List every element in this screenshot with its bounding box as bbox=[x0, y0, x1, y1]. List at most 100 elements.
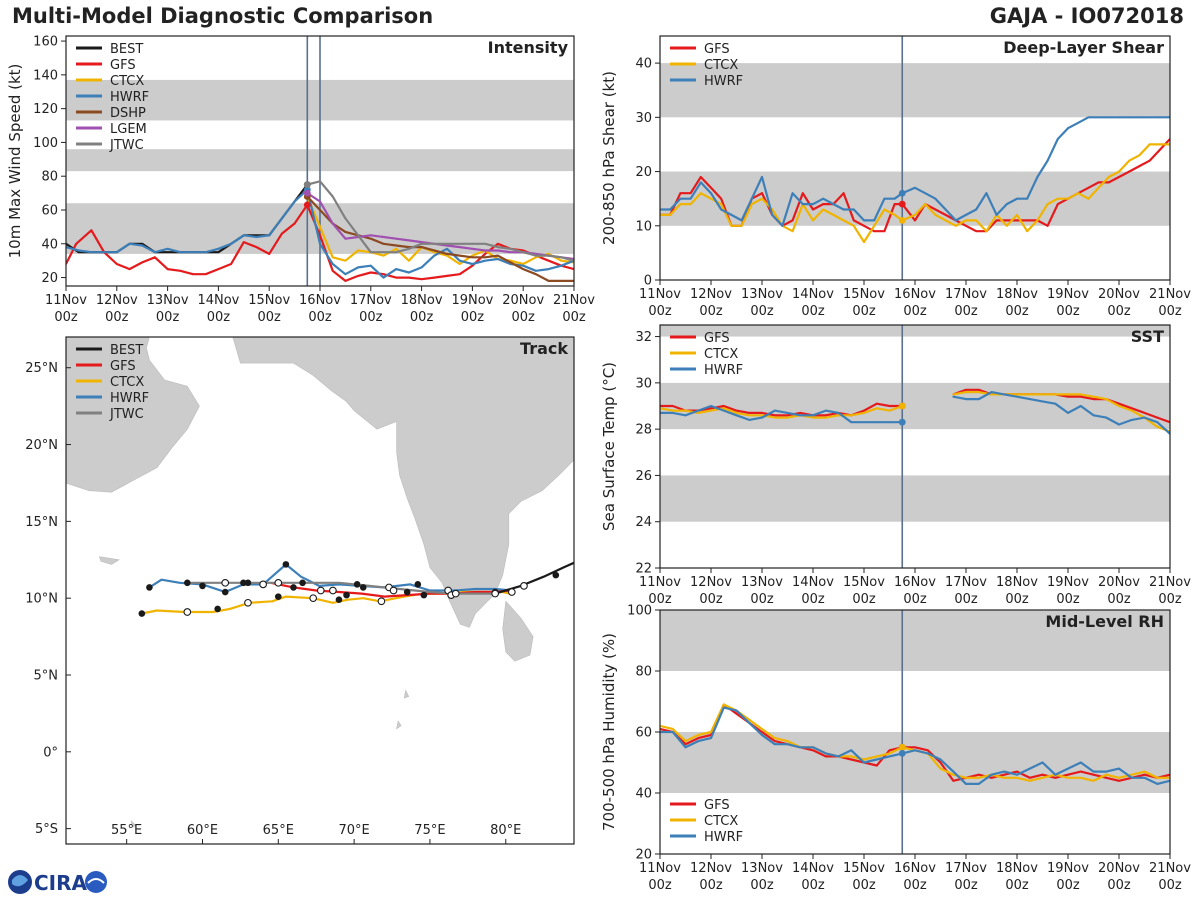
shear-point-hwrf bbox=[699, 181, 702, 184]
shear-point-hwrf bbox=[995, 214, 998, 216]
intensity-point-dshp bbox=[547, 280, 550, 282]
intensity-point-hwrf bbox=[471, 263, 474, 265]
intensity-point-gfs bbox=[408, 276, 410, 279]
logo-swirl-icon bbox=[12, 875, 28, 887]
rh-xtick-label: 19Nov bbox=[1047, 861, 1089, 876]
intensity-point-hwrf bbox=[103, 251, 105, 254]
shear-point-hwrf bbox=[1056, 138, 1059, 140]
intensity-point-gfs bbox=[230, 263, 233, 265]
intensity-point-hwrf bbox=[369, 264, 372, 267]
sst-xtick-sublabel: 00z bbox=[1107, 592, 1131, 607]
shear-point-gfs bbox=[914, 219, 916, 222]
shear-point-hwrf bbox=[852, 208, 855, 211]
land-mass bbox=[66, 337, 200, 493]
shear-ytick-label: 40 bbox=[635, 57, 652, 72]
sst-point-hwrf bbox=[1079, 405, 1082, 407]
intensity-point-dshp bbox=[446, 253, 448, 255]
sst-point-ctcx bbox=[735, 412, 738, 414]
shear-xtick-label: 12Nov bbox=[690, 287, 732, 302]
intensity-xtick-label: 13Nov bbox=[147, 293, 189, 308]
intensity-point-gfs bbox=[446, 274, 448, 277]
shear-point-hwrf bbox=[679, 197, 682, 200]
sst-point-hwrf bbox=[1143, 416, 1146, 419]
sst-point-hwrf bbox=[1028, 398, 1031, 400]
shear-current-dot-hwrf bbox=[898, 189, 906, 197]
intensity-xtick-sublabel: 00z bbox=[308, 310, 332, 325]
shear-point-ctcx bbox=[791, 230, 794, 233]
intensity-legend-label-gfs: GFS bbox=[110, 58, 136, 73]
track-legend-label-jtwc: JTWC bbox=[109, 407, 144, 422]
intensity-legend-label-hwrf: HWRF bbox=[110, 90, 149, 105]
shear-point-hwrf bbox=[1046, 159, 1049, 162]
sst-title: SST bbox=[1131, 327, 1164, 346]
intensity-point-hwrf bbox=[268, 234, 271, 237]
intensity-xtick-sublabel: 00z bbox=[54, 310, 78, 325]
intensity-point-gfs bbox=[395, 276, 398, 279]
track-position-marker bbox=[359, 584, 367, 591]
shear-point-hwrf bbox=[781, 224, 784, 227]
sst-point-gfs bbox=[786, 414, 789, 417]
shear-xtick-sublabel: 00z bbox=[750, 304, 774, 319]
shear-point-hwrf bbox=[812, 203, 814, 205]
intensity-point-hwrf bbox=[192, 251, 194, 254]
intensity-point-hwrf bbox=[522, 264, 525, 267]
logo-badge-icon bbox=[85, 871, 107, 893]
rh-point-gfs bbox=[1143, 773, 1146, 776]
shear-point-ctcx bbox=[669, 214, 672, 216]
intensity-line-ctcx bbox=[306, 196, 574, 266]
rh-point-gfs bbox=[850, 758, 853, 761]
shear-ytick-label: 30 bbox=[635, 111, 652, 126]
intensity-point-best bbox=[166, 251, 169, 254]
track-line-gfs bbox=[270, 581, 512, 598]
track-forecast-marker bbox=[389, 586, 398, 595]
sst-legend-label-gfs: GFS bbox=[704, 331, 730, 346]
intensity-ytick-label: 100 bbox=[33, 136, 58, 151]
rh-xtick-label: 21Nov bbox=[1149, 861, 1191, 876]
sst-point-ctcx bbox=[990, 393, 993, 396]
intensity-legend-label-jtwc: JTWC bbox=[109, 138, 144, 153]
rh-point-hwrf bbox=[1067, 767, 1069, 770]
shear-point-ctcx bbox=[1005, 224, 1008, 227]
rh-xtick-sublabel: 00z bbox=[699, 878, 723, 893]
sst-point-gfs bbox=[1092, 398, 1095, 400]
track-frame bbox=[65, 336, 575, 845]
track-title: Track bbox=[520, 339, 568, 358]
intensity-point-gfs bbox=[458, 273, 461, 276]
intensity-point-hwrf bbox=[331, 263, 334, 265]
rh-point-gfs bbox=[773, 740, 776, 743]
sst-point-hwrf bbox=[888, 421, 891, 424]
rh-point-ctcx bbox=[1143, 770, 1146, 773]
shear-point-gfs bbox=[934, 208, 937, 211]
shear-point-ctcx bbox=[710, 197, 712, 200]
track-position-marker bbox=[335, 596, 343, 604]
storm-identifier: GAJA - IO072018 bbox=[989, 4, 1184, 28]
shear-xtick-sublabel: 00z bbox=[1056, 304, 1080, 319]
sst-point-ctcx bbox=[786, 416, 789, 419]
intensity-point-lgem bbox=[331, 222, 334, 225]
rh-point-gfs bbox=[1079, 770, 1082, 773]
sst-point-gfs bbox=[773, 414, 776, 417]
rh-series-hwrf bbox=[660, 706, 1170, 785]
sst-point-hwrf bbox=[1092, 414, 1095, 417]
intensity-point-hwrf bbox=[90, 251, 93, 254]
shear-point-hwrf bbox=[750, 197, 753, 200]
shear-point-ctcx bbox=[1097, 186, 1100, 189]
sst-xtick-label: 15Nov bbox=[843, 575, 885, 590]
shear-point-ctcx bbox=[893, 214, 896, 216]
shear-point-ctcx bbox=[1158, 143, 1161, 146]
intensity-point-ctcx bbox=[382, 254, 385, 257]
intensity-point-ctcx bbox=[522, 263, 525, 265]
rh-xtick-sublabel: 00z bbox=[1056, 878, 1080, 893]
sst-line-hwrf bbox=[660, 391, 1170, 435]
sst-point-ctcx bbox=[697, 412, 700, 414]
intensity-point-dshp bbox=[458, 254, 461, 257]
sst-xtick-label: 12Nov bbox=[690, 575, 732, 590]
rh-point-ctcx bbox=[1092, 779, 1095, 782]
intensity-point-gfs bbox=[547, 259, 550, 262]
shear-point-gfs bbox=[1158, 148, 1161, 151]
rh-point-ctcx bbox=[1130, 773, 1133, 776]
intensity-ytick-label: 120 bbox=[33, 102, 58, 117]
intensity-point-gfs bbox=[433, 276, 436, 279]
track-forecast-marker bbox=[259, 580, 267, 589]
rh-point-hwrf bbox=[1079, 761, 1082, 764]
